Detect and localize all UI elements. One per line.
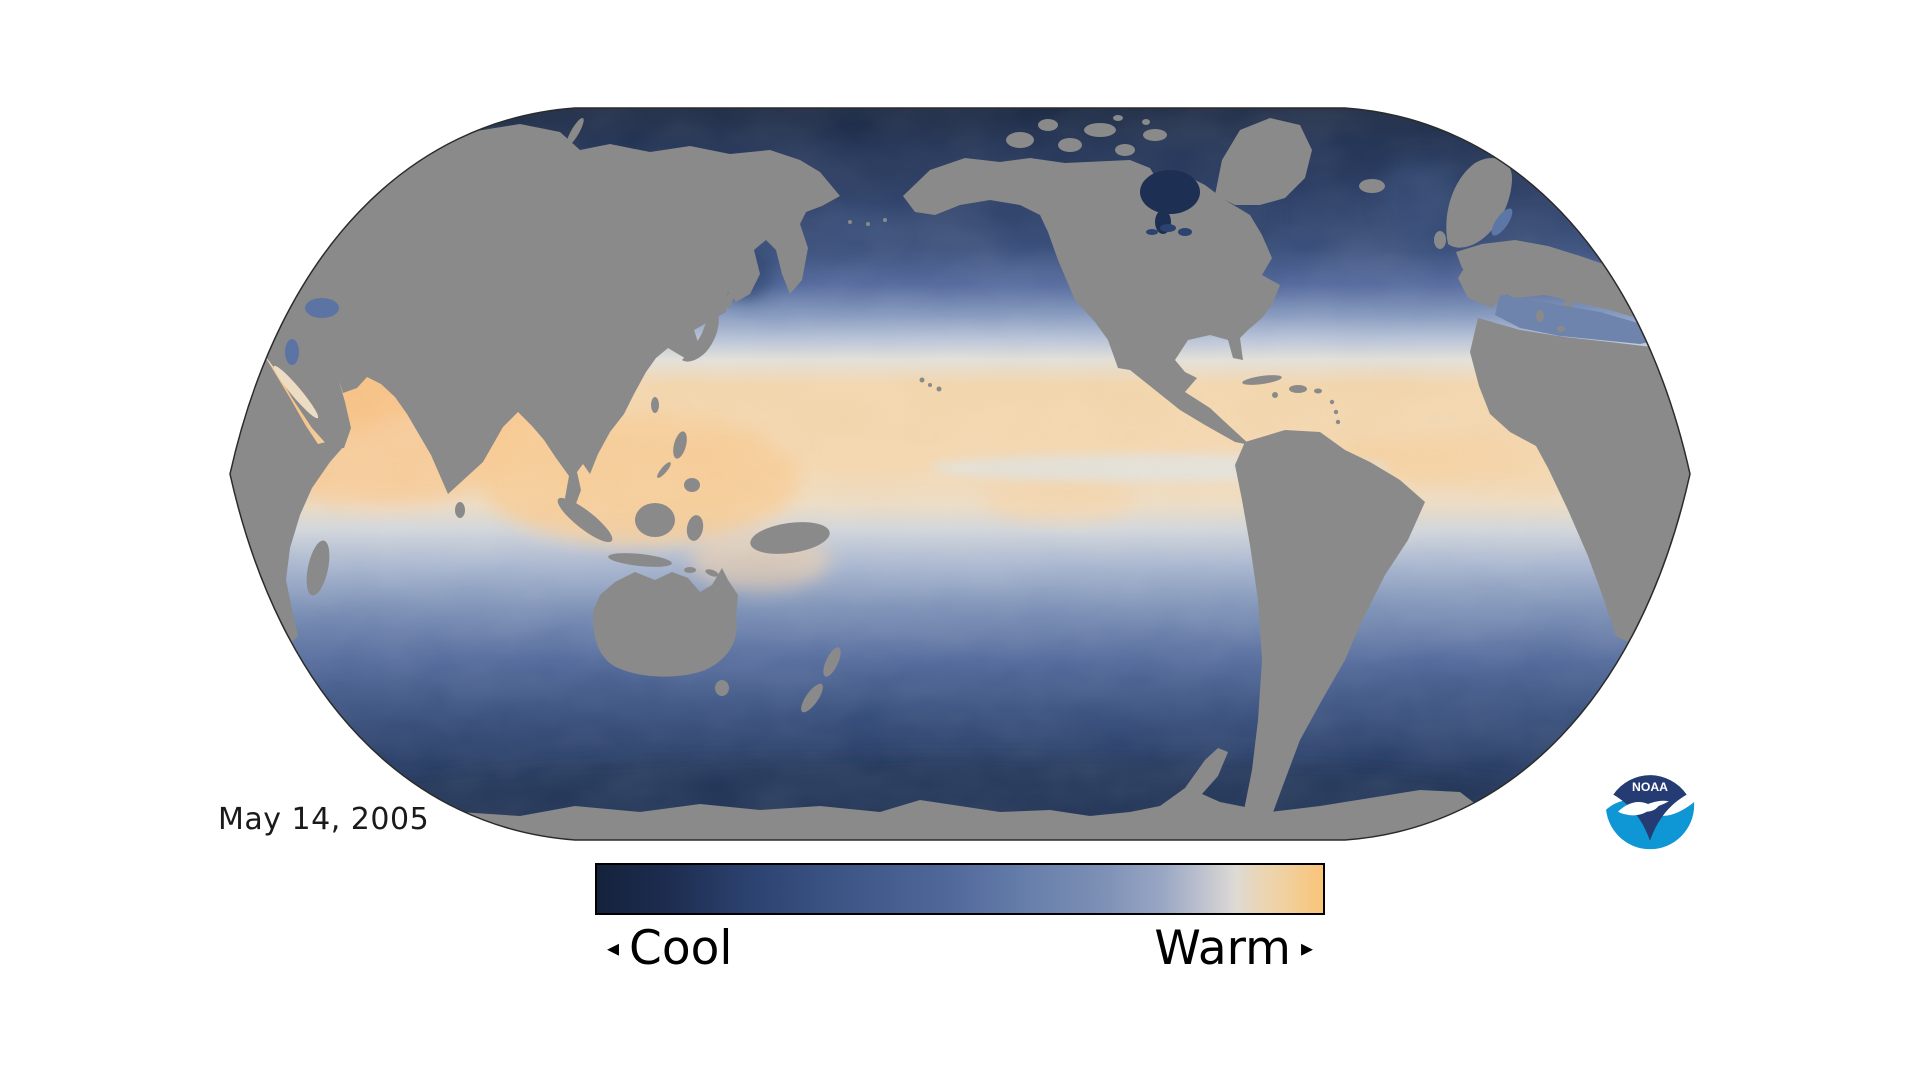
landmass-palawan	[657, 462, 671, 478]
landmass-mindanao	[684, 478, 700, 492]
landmass-lesser-sunda	[684, 567, 696, 573]
map-outline	[229, 107, 1691, 841]
landmass-sulawesi	[686, 515, 704, 541]
landmass-aleutians	[848, 218, 887, 226]
baltic-sea	[1491, 208, 1513, 236]
landmass-new-zealand-north	[823, 647, 841, 677]
noaa-logo: NOAA	[1605, 760, 1695, 850]
landmass-new-guinea	[750, 522, 830, 554]
sardinia	[1536, 310, 1544, 322]
landmass-arctic-islands	[1006, 115, 1167, 156]
cool-arrow-icon: ◂	[607, 934, 620, 962]
inland-seas	[273, 170, 1668, 419]
landmass-sakhalin	[726, 281, 736, 309]
caspian-sea	[285, 339, 299, 365]
landmass-japan	[682, 306, 719, 362]
landmass-iceland	[1359, 179, 1385, 193]
landmass-antarctica	[300, 748, 1600, 840]
landmass-great-britain	[1453, 212, 1471, 248]
legend: ◂ Cool Warm ▸	[595, 916, 1325, 980]
landmass-iberia	[1458, 262, 1510, 308]
landmass-timor	[705, 569, 719, 577]
landmass-sri-lanka	[455, 502, 465, 518]
map-body	[230, 108, 1690, 840]
landmass-caribbean-islands	[1242, 375, 1341, 425]
landmass-sumatra	[557, 497, 613, 543]
black-sea	[305, 298, 339, 318]
landmass-new-zealand-south	[801, 683, 823, 713]
landmass-greenland	[1215, 118, 1312, 205]
date-label: May 14, 2005	[218, 802, 430, 837]
warm-arrow-icon: ▸	[1300, 934, 1313, 962]
great-lake-mid	[1160, 224, 1176, 232]
great-lake-east	[1178, 228, 1192, 236]
landmass-africa-east-edge	[1470, 318, 1690, 648]
red-sea	[273, 365, 319, 419]
landmass-hokkaido	[714, 295, 726, 305]
landmass-tasmania	[715, 680, 729, 696]
landmass-novaya-zemlya	[566, 118, 584, 146]
legend-warm: Warm ▸	[1142, 921, 1325, 976]
landmass-madagascar	[306, 540, 330, 596]
noaa-logo-gull-icon	[1618, 801, 1660, 816]
warm-label: Warm	[1154, 920, 1291, 976]
colorbar	[595, 863, 1325, 915]
noaa-logo-text: NOAA	[1632, 780, 1668, 794]
landmass-ireland	[1434, 231, 1446, 249]
landmass-borneo	[635, 503, 675, 537]
cool-label: Cool	[629, 920, 733, 976]
noaa-logo-gull-wing-icon	[1648, 800, 1669, 807]
mediterranean-sea	[1495, 295, 1668, 344]
legend-cool: ◂ Cool	[595, 921, 744, 976]
landmass-java	[608, 553, 672, 567]
landmass-hawaii	[919, 377, 942, 392]
landmass-luzon	[673, 431, 687, 459]
landmass-taiwan	[651, 397, 659, 413]
landmass-eurasia	[244, 124, 840, 512]
hudson-bay	[1140, 170, 1200, 214]
landmass-australia	[592, 568, 738, 677]
great-lake-west	[1146, 229, 1158, 235]
sicily	[1557, 326, 1565, 332]
landmass-south-america	[1235, 430, 1425, 835]
